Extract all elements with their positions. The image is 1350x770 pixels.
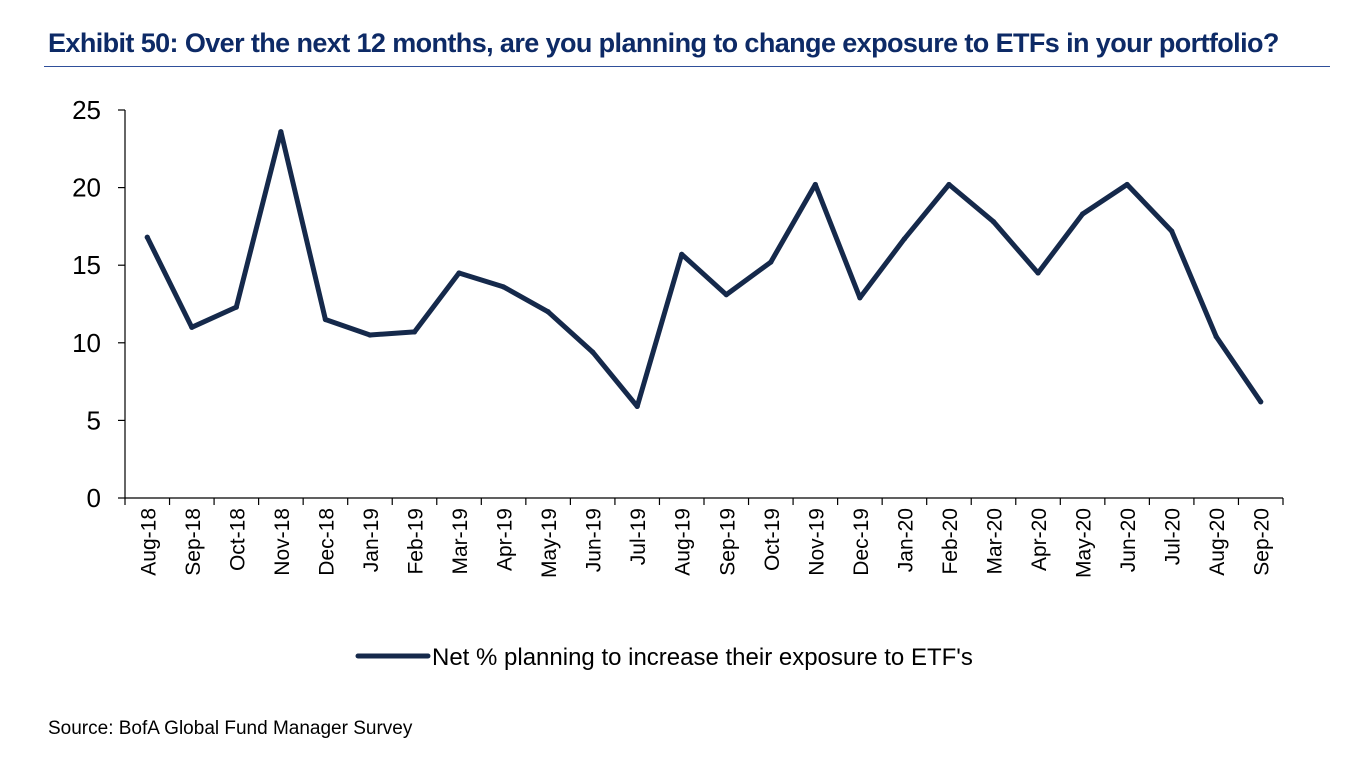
x-tick-label: Sep-20 [1251, 508, 1274, 576]
x-tick-label: Jan-20 [894, 508, 917, 572]
data-point [1124, 181, 1130, 188]
data-point [679, 251, 685, 257]
legend: Net % planning to increase their exposur… [355, 644, 973, 671]
y-tick-label: 15 [72, 250, 101, 280]
x-axis: Aug-18 Sep-18 Oct-18 Nov-18 Dec-18 Jan-19 Feb-… [124, 497, 1284, 578]
data-point [590, 349, 596, 355]
x-tick-label: May-20 [1073, 508, 1096, 578]
source-note: Source: BofA Global Fund Manager Survey [48, 718, 413, 739]
data-point [189, 324, 195, 330]
data-point [1079, 211, 1086, 217]
x-tick-label: Jan-19 [360, 508, 383, 572]
y-tick-label: 20 [72, 173, 101, 203]
data-point [500, 284, 507, 290]
series-group [144, 129, 1264, 410]
x-tick-label: Feb-20 [939, 508, 962, 575]
x-tick-label: Oct-19 [761, 508, 784, 571]
data-point [456, 270, 462, 276]
x-tick-label: Jun-20 [1117, 508, 1140, 572]
data-point [990, 219, 997, 225]
y-axis: 0 5 10 15 20 25 [72, 95, 126, 513]
data-point [901, 236, 908, 242]
data-point [144, 234, 150, 240]
x-tick-label: Aug-20 [1206, 508, 1229, 576]
x-tick-label: Aug-18 [137, 508, 160, 576]
data-point [857, 295, 863, 301]
x-tick-label: Nov-19 [805, 508, 828, 576]
data-point [1258, 399, 1264, 405]
series-line [144, 129, 1264, 409]
x-tick-label: Jul-19 [627, 508, 650, 565]
y-tick-label: 25 [72, 95, 101, 125]
chart-title: Exhibit 50: Over the next 12 months, are… [48, 28, 1279, 58]
x-tick-label: Mar-19 [449, 508, 472, 575]
x-tick-label: Dec-19 [850, 508, 873, 576]
data-point [1169, 228, 1175, 234]
data-point [812, 181, 818, 188]
data-point [411, 329, 418, 335]
y-tick-label: 0 [87, 483, 101, 513]
x-tick-label: Sep-19 [716, 508, 739, 576]
x-tick-label: Apr-20 [1028, 508, 1051, 571]
x-tick-label: Nov-18 [271, 508, 294, 576]
title-underline [44, 66, 1330, 67]
x-tick-label: Dec-18 [315, 508, 338, 576]
x-tick-label: Oct-18 [226, 508, 249, 571]
x-tick-label: Jul-20 [1162, 508, 1185, 565]
y-tick-label: 10 [72, 328, 101, 358]
y-tick-label: 5 [87, 405, 101, 435]
x-tick-label: Apr-19 [494, 508, 517, 571]
data-point [946, 181, 952, 188]
x-tick-label: Feb-19 [405, 508, 428, 575]
x-tick-label: Sep-18 [182, 508, 205, 576]
x-tick-label: Mar-20 [984, 508, 1007, 575]
data-point [322, 316, 329, 323]
data-point [768, 259, 774, 265]
x-tick-label: May-19 [538, 508, 561, 578]
x-tick-label: Jun-19 [583, 508, 606, 572]
line-chart: 0 5 10 15 20 25 Aug-18 Sep-18 Oct-18 Nov-18 Dec-1… [72, 95, 1284, 671]
data-point [545, 309, 551, 315]
data-point [1035, 270, 1041, 276]
data-point [723, 292, 729, 298]
data-point [278, 129, 284, 135]
data-point [1213, 333, 1219, 340]
legend-label: Net % planning to increase their exposur… [432, 644, 973, 671]
x-tick-label: Aug-19 [672, 508, 695, 576]
data-point [634, 403, 640, 410]
data-point [367, 332, 373, 338]
data-point [233, 304, 239, 310]
